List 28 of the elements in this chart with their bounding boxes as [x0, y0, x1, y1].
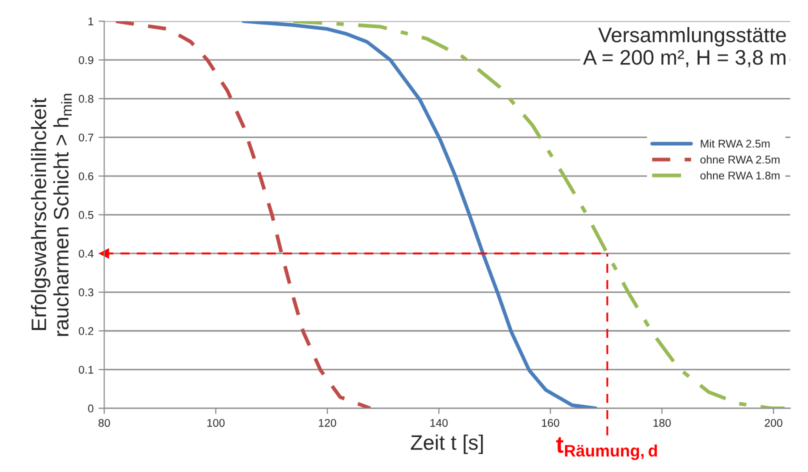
x-axis-title: Zeit t [s] — [410, 434, 483, 454]
legend-label: Mit RWA 2.5m — [700, 139, 770, 148]
x-tick-label: 100 — [207, 418, 225, 427]
annotation: Versammlungsstätte A = 200 m², H = 3,8 m — [583, 27, 786, 68]
x-tick-label: 120 — [318, 418, 336, 427]
y-tick-label: 0.9 — [78, 56, 94, 64]
legend-label: ohne RWA 2.5m — [700, 155, 780, 164]
y-tick-label: 0.5 — [78, 211, 94, 219]
line-series — [114, 21, 372, 408]
y-tick-label: 1 — [88, 18, 94, 26]
x-tick-label: 80 — [98, 418, 110, 427]
ref-line-label: t$_{Räumung,d}$ — [556, 437, 657, 460]
line-series — [291, 21, 786, 408]
x-tick-label: 160 — [542, 418, 560, 427]
y-tick-label: 0 — [88, 404, 94, 412]
x-tick-label: 200 — [764, 418, 782, 427]
y-tick-label: 0.7 — [78, 134, 94, 142]
line-series — [242, 21, 598, 408]
y-tick-label: 0.1 — [78, 366, 94, 374]
x-tick-label: 140 — [430, 418, 448, 427]
y-tick-label: 0.3 — [78, 288, 94, 296]
y-tick-label: 0.4 — [78, 250, 94, 258]
legend-label: ohne RWA 1.8m — [700, 171, 780, 180]
x-tick-label: 180 — [654, 418, 671, 427]
y-tick-label: 0.2 — [78, 327, 94, 336]
y-axis-title: Erfolgswahrscheinlihckeit raucharmen Schicht > h$_{min}$ — [30, 94, 72, 336]
y-tick-label: 0.8 — [78, 94, 94, 103]
y-tick-label: 0.6 — [78, 172, 94, 180]
